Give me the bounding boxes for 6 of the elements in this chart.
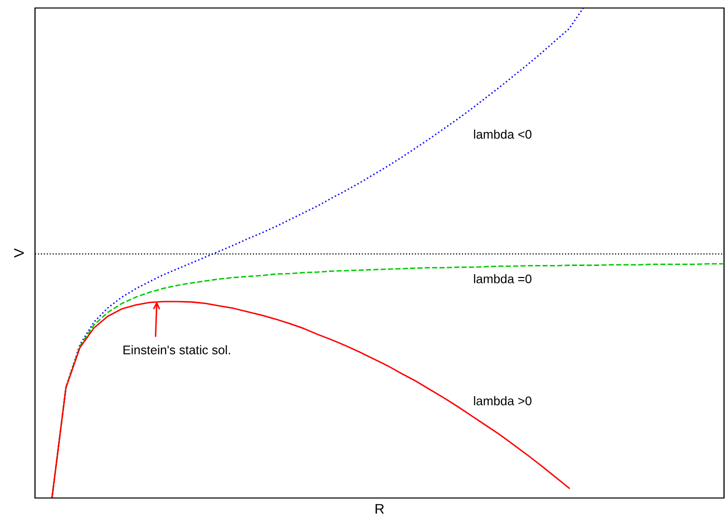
y-axis-title: V <box>14 248 24 258</box>
annotation: Einstein's static sol. <box>124 345 230 354</box>
annotation: lambda >0 <box>474 396 532 406</box>
annotation: lambda =0 <box>474 274 532 284</box>
x-axis-title: R <box>376 504 384 514</box>
annotation: lambda <0 <box>474 130 532 139</box>
